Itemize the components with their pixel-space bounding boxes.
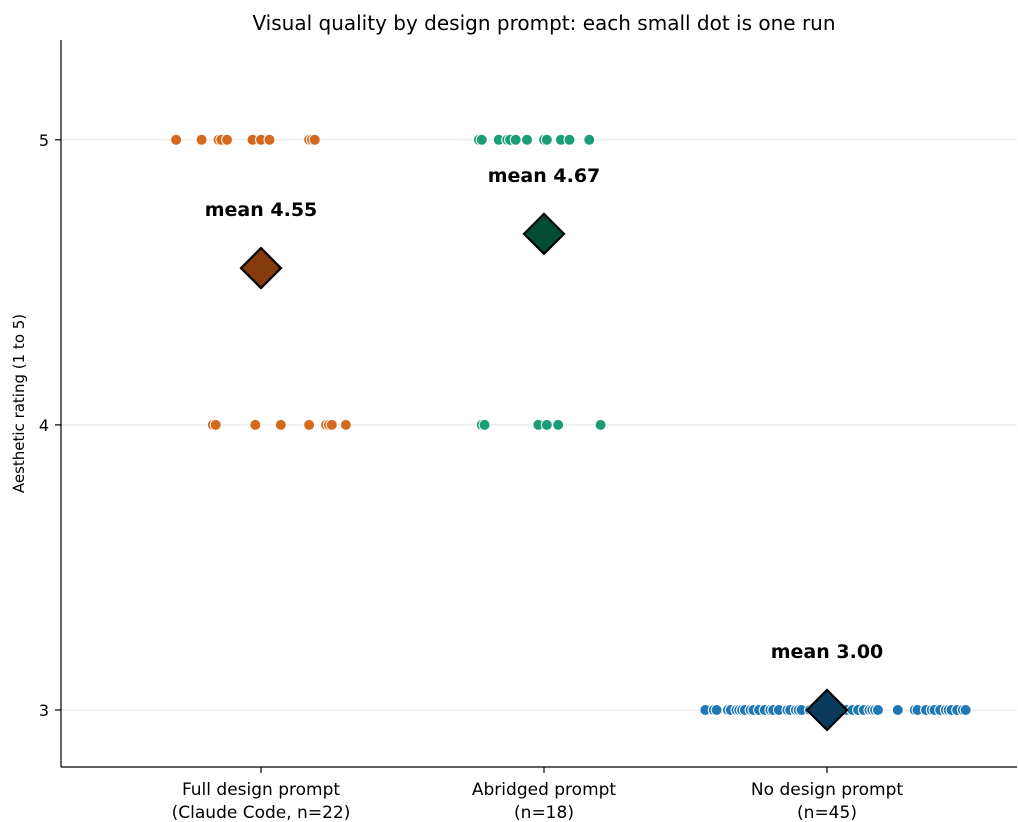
data-point (249, 418, 262, 431)
x-tick-label: Full design prompt (182, 780, 340, 800)
x-tick-label: (n=18) (514, 803, 574, 822)
x-tick-label: (n=45) (797, 803, 857, 822)
y-tick-label: 4 (39, 416, 49, 435)
data-point (563, 133, 576, 146)
data-point (339, 418, 352, 431)
data-point (540, 133, 553, 146)
mean-diamond (522, 212, 566, 256)
data-point (521, 133, 534, 146)
data-point (263, 133, 276, 146)
chart-title: Visual quality by design prompt: each sm… (252, 11, 835, 35)
data-point (308, 133, 321, 146)
data-point (221, 133, 234, 146)
mean-label: mean 4.67 (488, 165, 601, 187)
data-point (509, 133, 522, 146)
x-ticks: Full design prompt (Claude Code, n=22) Abr… (172, 767, 903, 822)
data-point (710, 703, 723, 716)
y-tick-label: 5 (39, 131, 49, 150)
data-point (583, 133, 596, 146)
data-point (478, 418, 491, 431)
mean-label: mean 4.55 (205, 199, 318, 221)
mean-diamond (239, 246, 283, 290)
data-point (475, 133, 488, 146)
data-point (274, 418, 287, 431)
mean-label: mean 3.00 (771, 641, 884, 663)
data-point (891, 703, 904, 716)
x-tick-label: (Claude Code, n=22) (172, 803, 351, 822)
data-point (871, 703, 884, 716)
x-tick-label: Abridged prompt (472, 780, 617, 800)
y-ticks: 3 4 5 (39, 131, 61, 720)
mean-diamond (805, 688, 849, 732)
data-points (170, 133, 972, 716)
data-point (552, 418, 565, 431)
data-point (540, 418, 553, 431)
data-point (303, 418, 316, 431)
data-point (325, 418, 338, 431)
x-tick-label: No design prompt (751, 780, 903, 800)
y-tick-label: 3 (39, 701, 49, 720)
data-point (195, 133, 208, 146)
mean-markers: mean 4.55 mean 4.67 mean 3.00 (205, 165, 884, 732)
y-axis-label: Aesthetic rating (1 to 5) (10, 314, 28, 493)
data-point (170, 133, 183, 146)
data-point (209, 418, 222, 431)
data-point (959, 703, 972, 716)
data-point (594, 418, 607, 431)
